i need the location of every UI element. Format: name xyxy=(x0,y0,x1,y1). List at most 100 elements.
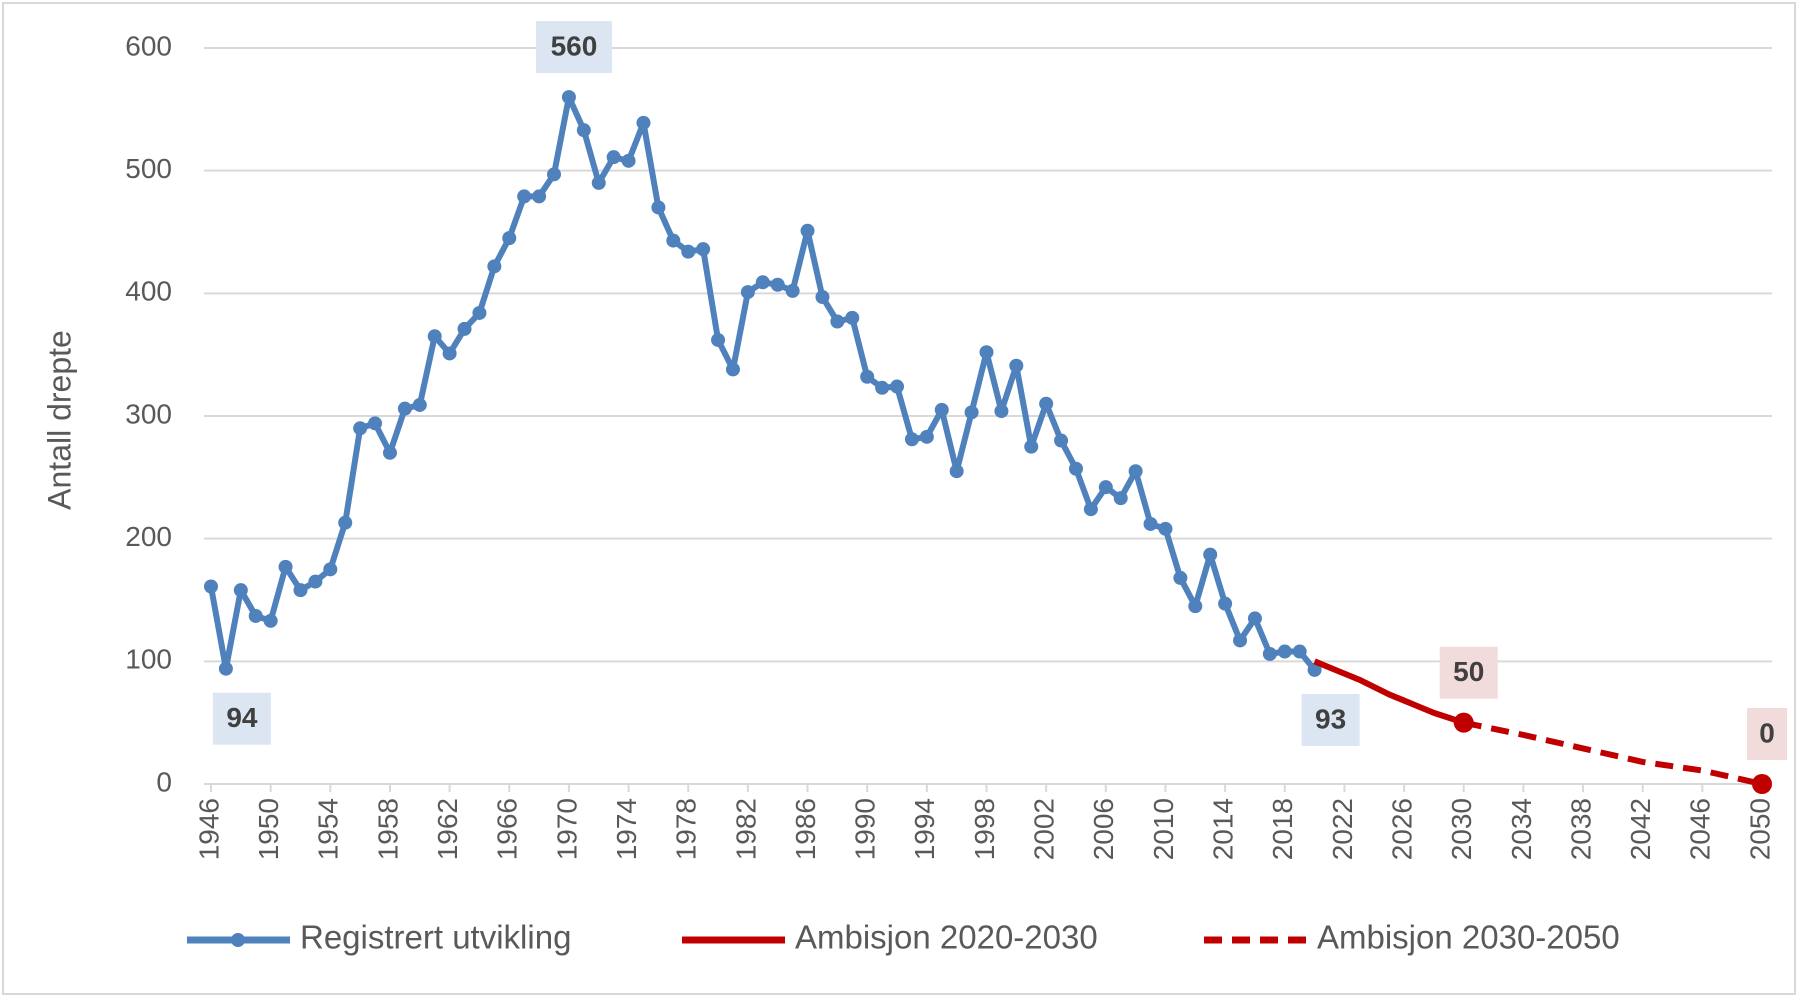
point-marker xyxy=(1247,611,1262,626)
x-tick-label: 1954 xyxy=(313,798,344,860)
point-marker xyxy=(547,167,562,182)
point-marker xyxy=(800,223,815,238)
x-tick-label: 1962 xyxy=(432,798,463,860)
point-marker xyxy=(1113,491,1128,506)
x-tick-label: 2038 xyxy=(1565,798,1596,860)
x-tick-label: 1974 xyxy=(611,798,642,860)
point-marker xyxy=(621,153,636,168)
x-tick-label: 1966 xyxy=(492,798,523,860)
point-marker xyxy=(919,429,934,444)
y-tick-label: 0 xyxy=(156,766,172,797)
point-marker xyxy=(263,613,278,628)
point-marker xyxy=(785,283,800,298)
point-marker xyxy=(412,397,427,412)
point-marker xyxy=(1233,633,1248,648)
x-tick-label: 2022 xyxy=(1327,798,1358,860)
point-marker xyxy=(278,559,293,574)
point-marker xyxy=(815,290,830,305)
data-label-bg xyxy=(1747,708,1787,760)
point-marker xyxy=(1173,570,1188,585)
point-marker xyxy=(368,416,383,431)
point-marker xyxy=(502,231,517,246)
point-marker xyxy=(442,346,457,361)
data-label-bg xyxy=(212,692,271,745)
y-tick-label: 200 xyxy=(125,521,172,552)
y-tick-label: 100 xyxy=(125,644,172,675)
series-line xyxy=(1463,719,1763,787)
point-marker xyxy=(845,310,860,325)
point-marker xyxy=(218,661,233,676)
x-tick-label: 1994 xyxy=(909,798,940,860)
point-marker xyxy=(1039,396,1054,411)
point-marker xyxy=(204,579,218,594)
point-marker xyxy=(532,189,547,204)
point-marker xyxy=(696,242,711,257)
point-marker xyxy=(1752,774,1772,794)
point-marker xyxy=(457,321,472,336)
point-marker xyxy=(517,189,532,204)
x-tick-label: 1990 xyxy=(850,798,881,860)
point-marker xyxy=(1083,502,1098,517)
x-tick-label: 1986 xyxy=(790,798,821,860)
point-marker xyxy=(770,277,785,292)
point-marker xyxy=(725,362,740,377)
legend-marker xyxy=(231,933,245,947)
point-marker xyxy=(1128,464,1143,479)
y-tick-label: 400 xyxy=(125,276,172,307)
point-marker xyxy=(1068,461,1083,476)
legend-label: Registrert utvikling xyxy=(300,919,571,956)
point-marker xyxy=(1262,646,1277,661)
point-marker xyxy=(890,379,905,394)
x-tick-label: 2050 xyxy=(1744,798,1775,860)
point-marker xyxy=(1024,439,1039,454)
point-marker xyxy=(681,244,696,259)
y-axis-label: Antall drepte xyxy=(41,330,77,510)
point-marker xyxy=(248,608,263,623)
point-marker xyxy=(711,332,726,347)
point-marker xyxy=(1188,599,1203,614)
point-marker xyxy=(934,402,949,417)
data-label-bg xyxy=(1439,646,1498,699)
x-tick-label: 2006 xyxy=(1088,798,1119,860)
point-marker xyxy=(427,329,442,344)
y-tick-label: 500 xyxy=(125,153,172,184)
point-marker xyxy=(338,515,353,530)
point-marker xyxy=(651,200,666,215)
point-marker xyxy=(561,90,576,105)
point-marker xyxy=(830,314,845,329)
legend-label: Ambisjon 2030-2050 xyxy=(1317,919,1620,956)
x-tick-label: 1958 xyxy=(372,798,403,860)
point-marker xyxy=(860,369,875,384)
point-marker xyxy=(576,123,591,138)
point-marker xyxy=(606,150,621,165)
x-tick-label: 2018 xyxy=(1267,798,1298,860)
point-marker xyxy=(1218,596,1233,611)
x-tick-label: 2030 xyxy=(1446,798,1477,860)
data-label: 560 xyxy=(551,30,598,61)
point-marker xyxy=(904,432,919,447)
point-marker xyxy=(949,464,964,479)
point-marker xyxy=(487,259,502,274)
point-marker xyxy=(964,405,979,420)
point-marker xyxy=(666,233,681,248)
data-label: 50 xyxy=(1453,656,1484,687)
point-marker xyxy=(353,421,368,436)
data-label-bg xyxy=(535,21,612,74)
point-marker xyxy=(323,562,338,577)
point-marker xyxy=(1158,521,1173,536)
point-marker xyxy=(1054,433,1069,448)
x-tick-label: 2010 xyxy=(1148,798,1179,860)
point-marker xyxy=(1277,644,1292,659)
point-marker xyxy=(1009,358,1024,373)
point-marker xyxy=(755,275,770,290)
data-label-bg xyxy=(1301,693,1360,746)
x-tick-label: 1998 xyxy=(969,798,1000,860)
point-marker xyxy=(397,401,412,416)
y-tick-label: 600 xyxy=(125,30,172,61)
point-marker xyxy=(472,305,487,320)
x-tick-label: 2014 xyxy=(1208,798,1239,860)
data-label: 0 xyxy=(1759,717,1775,748)
point-marker xyxy=(293,583,308,598)
data-label: 94 xyxy=(226,702,258,733)
